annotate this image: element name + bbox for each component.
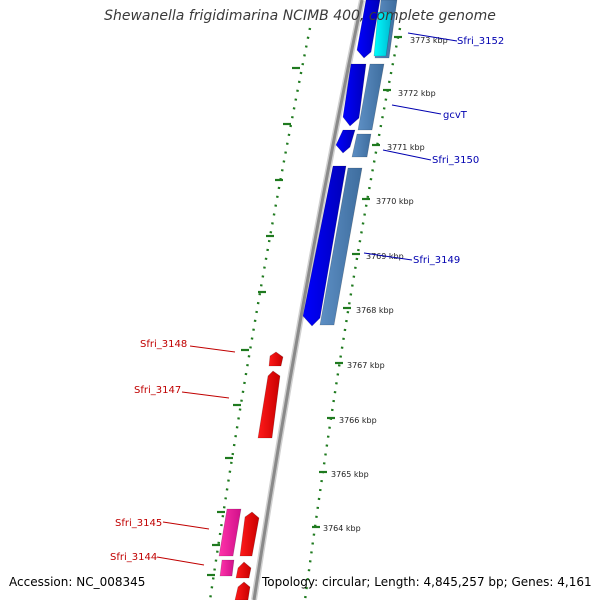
gene-arrow-sfri-3149-alt — [319, 167, 363, 326]
gene-label-sfri-3148: Sfri_3148 — [140, 339, 187, 350]
gene-arrow-sfri-3144-b — [235, 561, 252, 579]
accession-text: Accession: NC_008345 — [9, 575, 146, 589]
gene-arrow-sfri-3144 — [219, 559, 235, 577]
gene-arrow-sfri-3145-b — [239, 511, 260, 557]
gene-label-gcvt: gcvT — [443, 110, 468, 121]
gene-arrow-sfri-3149 — [302, 165, 347, 327]
gene-arrow-gcvt — [342, 63, 367, 127]
page-title: Shewanella frigidimarina NCIMB 400, comp… — [104, 8, 496, 24]
gene-label-sfri-3147: Sfri_3147 — [134, 385, 181, 396]
gene-label-sfri-3150: Sfri_3150 — [432, 155, 479, 166]
reverse-track-dots — [208, 27, 312, 600]
label-layer: 3773 kbp 3772 kbp 3771 kbp 3770 kbp 3769… — [110, 32, 504, 566]
scale-tick-label: 3772 kbp — [398, 89, 436, 98]
gene-arrow-gcvt-alt — [357, 63, 385, 131]
gene-label-sfri-3144: Sfri_3144 — [110, 552, 157, 563]
leader-sfri-3148 — [189, 345, 236, 353]
gene-arrow-sfri-3150 — [335, 129, 356, 154]
scale-tick-label: 3764 kbp — [323, 524, 361, 533]
leader-sfri-3152 — [407, 32, 458, 42]
leader-sfri-3147 — [181, 391, 230, 399]
genome-stats-text: Topology: circular; Length: 4,845,257 bp… — [262, 575, 592, 589]
leader-sfri-3144 — [156, 556, 205, 566]
leader-sfri-3145 — [162, 521, 210, 530]
scale-tick-label: 3765 kbp — [331, 470, 369, 479]
track-lines — [207, 0, 402, 600]
leader-sfri-3149 — [363, 252, 413, 261]
gene-arrow-sfri-3148 — [268, 351, 284, 367]
leader-sfri-3150 — [382, 149, 432, 161]
leader-gcvt — [391, 104, 442, 115]
scale-tick-label: 3773 kbp — [410, 36, 448, 45]
gene-arrow-sfri-3152 — [356, 0, 381, 59]
gene-arrow-sfri-3145 — [218, 508, 242, 557]
gene-arrow-cyan — [373, 11, 393, 57]
gene-arrow-sfri-3150-alt — [351, 133, 372, 158]
gene-label-sfri-3152: Sfri_3152 — [457, 36, 504, 47]
backbone-line — [252, 0, 364, 600]
gene-layer — [218, 0, 398, 600]
gene-label-sfri-3145: Sfri_3145 — [115, 518, 162, 529]
scale-tick-label: 3770 kbp — [376, 197, 414, 206]
gene-arrow-bottom — [234, 581, 251, 600]
scale-tick-label: 3771 kbp — [387, 143, 425, 152]
scale-tick-label: 3766 kbp — [339, 416, 377, 425]
scale-tick-label: 3768 kbp — [356, 306, 394, 315]
scale-tick-label: 3767 kbp — [347, 361, 385, 370]
gene-arrow-sfri-3147 — [257, 370, 281, 439]
forward-track-dots — [303, 27, 402, 600]
gene-label-sfri-3149: Sfri_3149 — [413, 255, 460, 266]
